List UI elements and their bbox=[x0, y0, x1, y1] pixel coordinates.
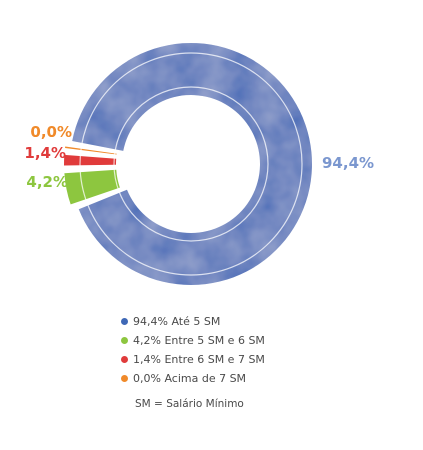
legend-label: 0,0% Acima de 7 SM bbox=[133, 372, 247, 385]
inner-decor-ring bbox=[113, 86, 269, 242]
slice-3 bbox=[64, 154, 117, 166]
legend-swatch-icon bbox=[121, 375, 128, 382]
outer-decor-ring bbox=[79, 52, 303, 276]
legend-item: 0,0% Acima de 7 SM bbox=[121, 369, 265, 388]
slice-label-4: 0,0% bbox=[30, 123, 72, 141]
chart-footnote: SM = Salário Mínimo bbox=[135, 398, 244, 410]
chart-legend: 94,4% Até 5 SM 4,2% Entre 5 SM e 6 SM 1,4%… bbox=[121, 312, 265, 388]
legend-item: 4,2% Entre 5 SM e 6 SM bbox=[121, 331, 265, 350]
legend-swatch-icon bbox=[121, 356, 128, 363]
legend-item: 94,4% Até 5 SM bbox=[121, 312, 265, 331]
slice-ate-5-sm bbox=[72, 42, 312, 285]
slice-label-ate-5-sm: 94,4% bbox=[322, 154, 374, 172]
legend-swatch-icon bbox=[121, 337, 128, 344]
slice-label-2: 4,2% bbox=[26, 173, 68, 191]
slice-label-3: 1,4% bbox=[24, 144, 66, 162]
legend-label: 4,2% Entre 5 SM e 6 SM bbox=[133, 334, 265, 347]
legend-label: 94,4% Até 5 SM bbox=[133, 315, 221, 328]
legend-label: 1,4% Entre 6 SM e 7 SM bbox=[133, 353, 265, 366]
legend-item: 1,4% Entre 6 SM e 7 SM bbox=[121, 350, 265, 369]
legend-swatch-icon bbox=[121, 318, 128, 325]
slice-2 bbox=[64, 169, 120, 205]
slice-4 bbox=[65, 146, 117, 155]
